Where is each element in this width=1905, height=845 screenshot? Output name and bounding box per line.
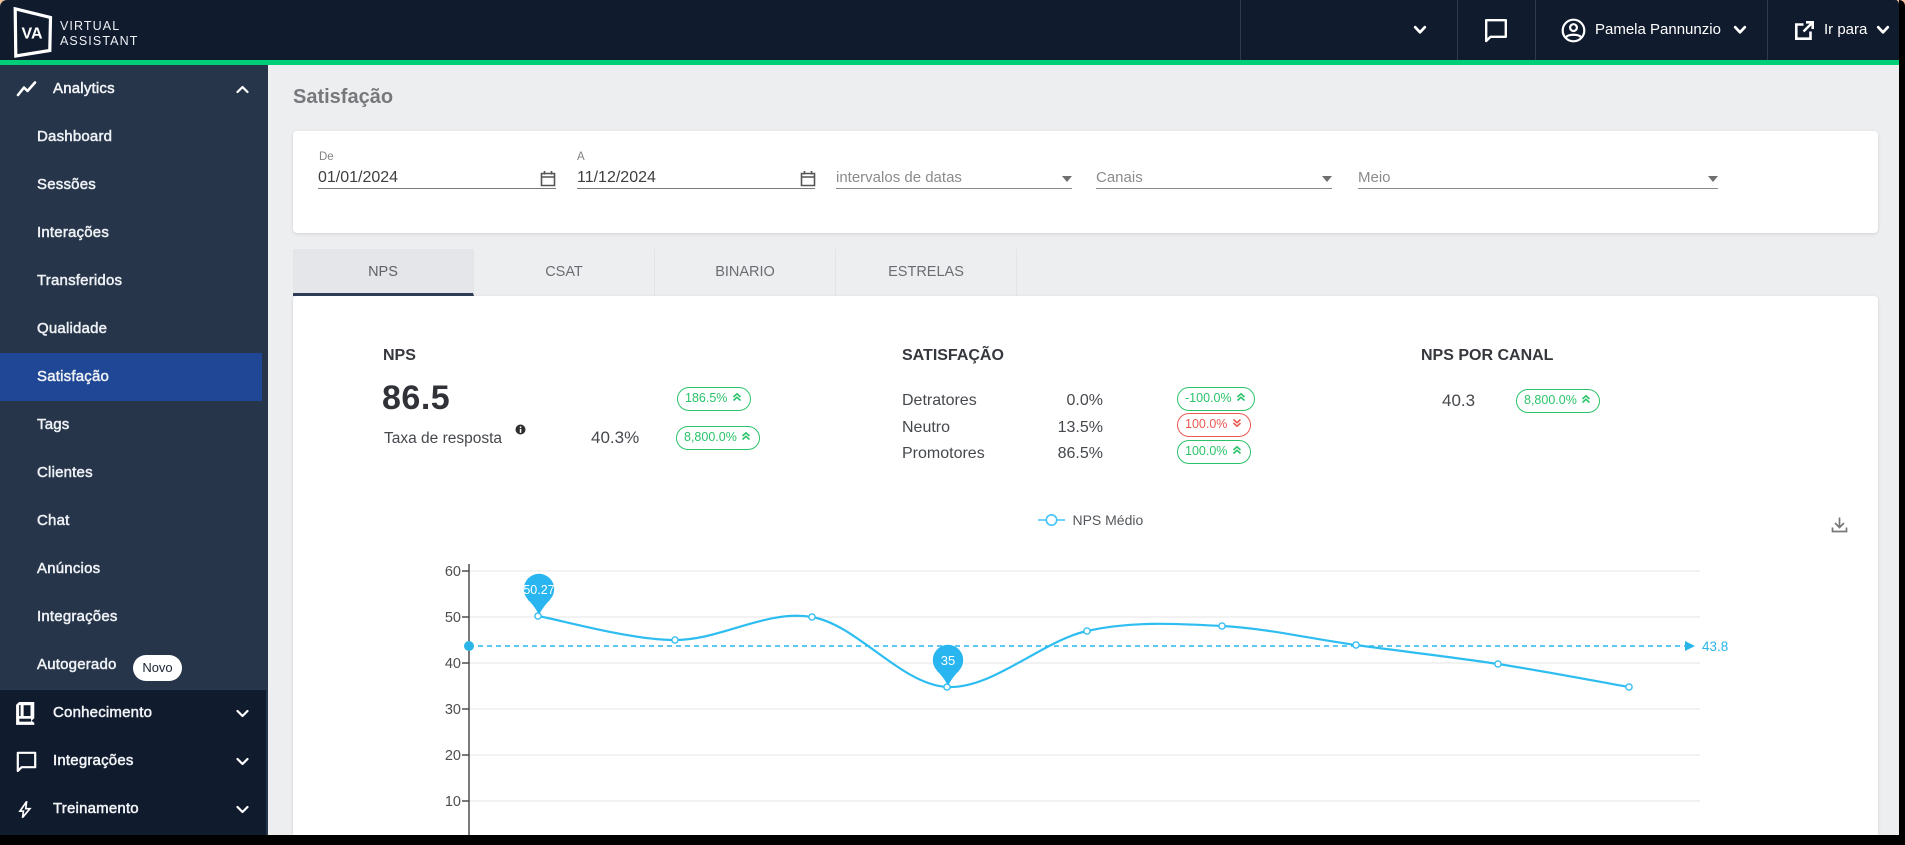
svg-text:50: 50	[445, 610, 461, 626]
svg-text:VA: VA	[21, 26, 42, 43]
svg-text:35: 35	[941, 653, 955, 668]
svg-text:10: 10	[445, 794, 461, 810]
svg-text:50.27: 50.27	[523, 583, 554, 597]
svg-text:30: 30	[445, 702, 461, 718]
svg-text:20: 20	[445, 748, 461, 764]
svg-text:60: 60	[445, 564, 461, 580]
svg-text:40: 40	[445, 656, 461, 672]
svg-text:43.8: 43.8	[1702, 639, 1728, 654]
